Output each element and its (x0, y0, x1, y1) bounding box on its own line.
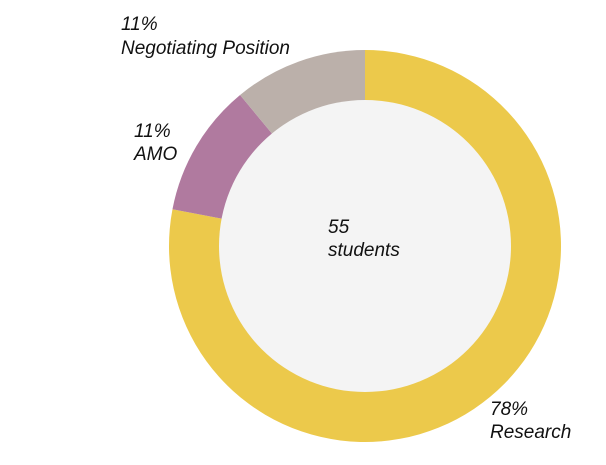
slice-label-negotiating-position-percent: 11% (121, 14, 158, 35)
center-unit-label: students (328, 240, 400, 261)
slice-label-amo-name: AMO (133, 144, 178, 165)
slice-label-negotiating-position-name: Negotiating Position (121, 38, 290, 59)
slice-label-research-percent: 78% (490, 399, 528, 420)
donut-hole (219, 100, 511, 392)
slice-label-research-name: Research (490, 422, 571, 443)
slice-label-amo-percent: 11% (134, 121, 171, 142)
center-value-label: 55 (328, 217, 350, 238)
